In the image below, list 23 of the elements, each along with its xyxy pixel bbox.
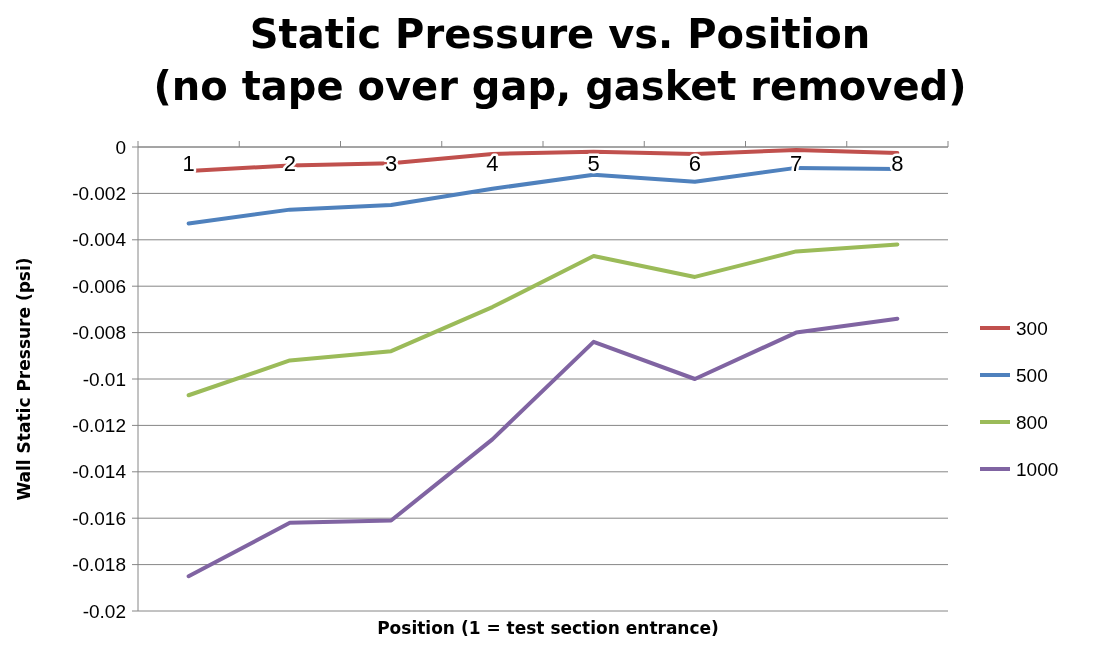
y-tick-label: -0.004 [72, 229, 127, 251]
y-tick-label: 0 [115, 136, 126, 158]
x-tick-label: 4 [486, 151, 499, 176]
y-tick-label: -0.018 [72, 554, 126, 576]
y-tick-label: -0.014 [72, 461, 127, 483]
legend-label: 800 [1016, 411, 1048, 433]
y-tick-label: -0.006 [72, 275, 126, 297]
legend-label: 300 [1016, 317, 1048, 339]
y-tick-label: -0.008 [72, 322, 126, 344]
x-axis-title: Position (1 = test section entrance) [377, 618, 719, 638]
line-series [186, 242, 900, 398]
legend-label: 1000 [1016, 458, 1059, 480]
line-series [186, 316, 900, 579]
legend-label: 500 [1016, 364, 1048, 386]
y-tick-label: -0.02 [82, 600, 126, 622]
y-tick-label: -0.012 [72, 415, 126, 437]
y-tick-label: -0.016 [72, 507, 126, 529]
y-axis-title: Wall Static Pressure (psi) [14, 257, 34, 501]
y-tick-label: -0.01 [82, 368, 126, 390]
x-tick-label: 6 [688, 151, 701, 176]
x-tick-label: 5 [587, 151, 600, 176]
y-tick-label: -0.002 [72, 183, 126, 205]
chart-title: Static Pressure vs. Position (no tape over gap, gasket removed) [153, 11, 967, 109]
